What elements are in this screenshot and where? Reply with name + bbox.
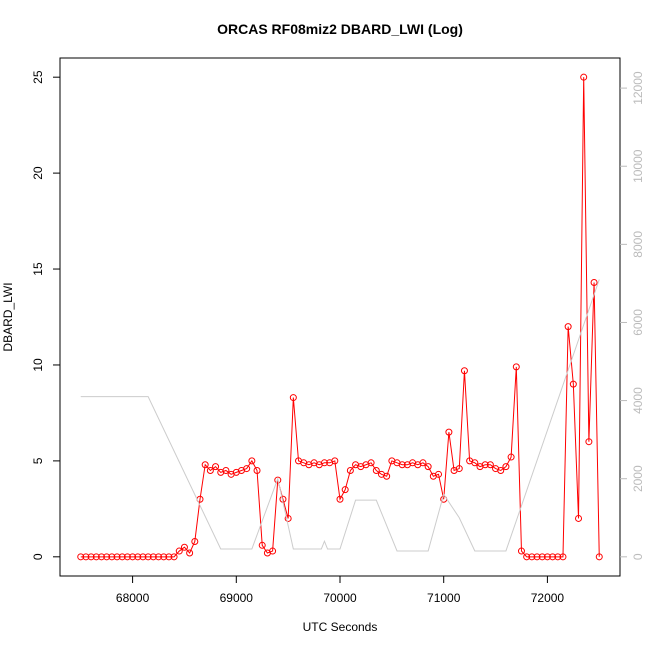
point — [118, 553, 126, 561]
point — [180, 543, 188, 551]
point — [155, 553, 163, 561]
y2-tick-label: 0 — [631, 553, 645, 560]
point — [512, 363, 520, 371]
y2-tick-label: 6000 — [631, 309, 645, 336]
point — [201, 461, 209, 469]
point — [590, 278, 598, 286]
point — [569, 380, 577, 388]
point — [258, 541, 266, 549]
point — [460, 367, 468, 375]
point — [455, 465, 463, 473]
point — [289, 394, 297, 402]
y2-tick-label: 12000 — [631, 71, 645, 105]
point — [346, 466, 354, 474]
point — [419, 459, 427, 467]
series-line — [80, 279, 600, 552]
point — [502, 463, 510, 471]
point — [486, 461, 494, 469]
point — [543, 553, 551, 561]
point — [533, 553, 541, 561]
y-tick-label: 5 — [31, 457, 45, 464]
point — [445, 428, 453, 436]
y-tick-label: 20 — [31, 166, 45, 180]
x-tick-label: 71000 — [427, 591, 461, 605]
point — [149, 553, 157, 561]
point — [595, 553, 603, 561]
point — [284, 514, 292, 522]
point — [528, 553, 536, 561]
point — [435, 470, 443, 478]
point — [206, 466, 214, 474]
point — [372, 466, 380, 474]
point — [398, 461, 406, 469]
point — [507, 453, 515, 461]
point — [559, 553, 567, 561]
point — [554, 553, 562, 561]
y2-tick-label: 8000 — [631, 231, 645, 258]
x-tick-label: 69000 — [220, 591, 254, 605]
point — [82, 553, 90, 561]
x-tick-label: 68000 — [116, 591, 150, 605]
point — [108, 553, 116, 561]
point — [170, 553, 178, 561]
y-tick-label: 10 — [31, 358, 45, 372]
point — [481, 461, 489, 469]
y2-tick-label: 2000 — [631, 465, 645, 492]
point — [497, 466, 505, 474]
point — [248, 457, 256, 465]
point — [549, 553, 557, 561]
point — [253, 466, 261, 474]
point — [87, 553, 95, 561]
point — [331, 457, 339, 465]
point — [538, 553, 546, 561]
x-tick-label: 70000 — [323, 591, 357, 605]
point — [113, 553, 121, 561]
chart-title: ORCAS RF08miz2 DBARD_LWI (Log) — [217, 21, 463, 37]
point — [274, 476, 282, 484]
y2-tick-label: 10000 — [631, 149, 645, 183]
x-tick-label: 72000 — [531, 591, 565, 605]
x-axis-label: UTC Seconds — [303, 620, 378, 634]
point — [367, 459, 375, 467]
point — [320, 459, 328, 467]
y-tick-label: 25 — [31, 70, 45, 84]
point — [580, 73, 588, 81]
point — [523, 553, 531, 561]
point — [123, 553, 131, 561]
point — [341, 486, 349, 494]
point — [175, 547, 183, 555]
point — [212, 463, 220, 471]
point — [424, 463, 432, 471]
point — [144, 553, 152, 561]
point — [103, 553, 111, 561]
point — [383, 472, 391, 480]
point — [139, 553, 147, 561]
y-tick-label: 0 — [31, 553, 45, 560]
point — [269, 547, 277, 555]
point — [471, 459, 479, 467]
point — [336, 495, 344, 503]
point — [222, 466, 230, 474]
point — [585, 438, 593, 446]
point — [97, 553, 105, 561]
point — [564, 323, 572, 331]
series-line — [80, 77, 600, 558]
y2-tick-label: 4000 — [631, 387, 645, 414]
point — [92, 553, 100, 561]
point — [77, 553, 85, 561]
point — [160, 553, 168, 561]
point — [134, 553, 142, 561]
point — [129, 553, 137, 561]
point — [186, 549, 194, 557]
point — [243, 465, 251, 473]
point — [517, 547, 525, 555]
point — [165, 553, 173, 561]
y-axis-label: DBARD_LWI — [1, 282, 15, 351]
point — [575, 514, 583, 522]
y-tick-label: 15 — [31, 262, 45, 276]
point — [191, 537, 199, 545]
